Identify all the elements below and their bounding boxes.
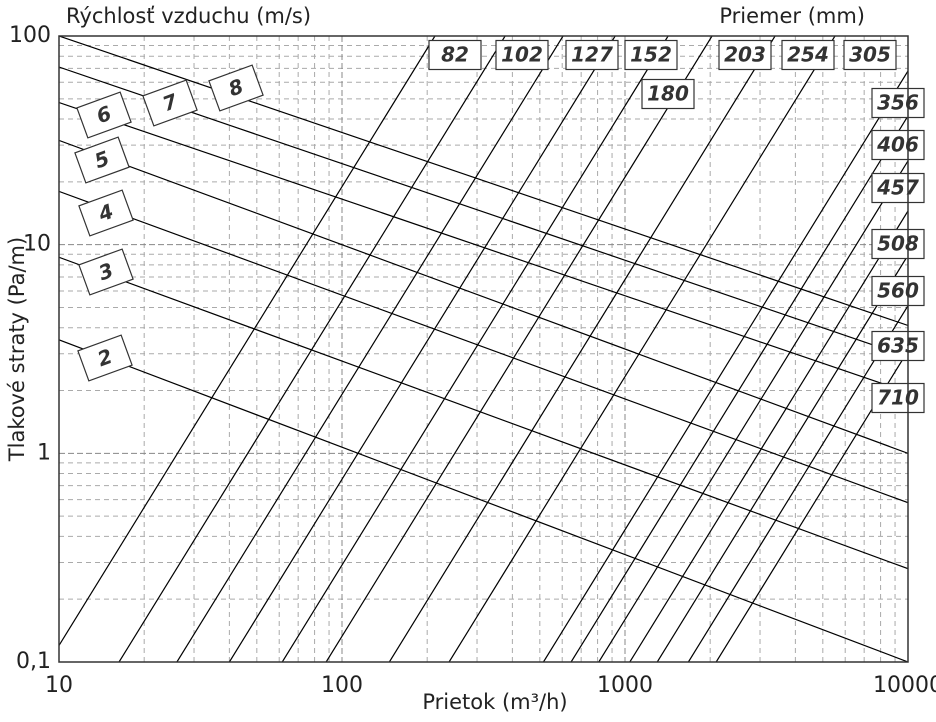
series-line [59,256,908,570]
series-label-box: 82 [428,39,482,71]
y-tick-label: 0,1 [16,649,51,674]
series-label: 102 [501,43,543,67]
series-label-box: 3 [78,248,134,296]
series-label-box: 508 [871,228,925,260]
series-label-box: 305 [843,39,897,71]
series-line [59,36,908,327]
series-line [59,101,908,393]
series-label-box: 710 [871,382,925,414]
x-tick-label: 10000 [873,673,936,698]
series-label: 356 [877,91,919,115]
chart-subtitle: Priemer (mm) [719,4,865,28]
series-label-box: 356 [871,87,925,119]
y-axis-title: Tlakové straty (Pa/m) [5,237,29,462]
series-line [687,305,908,662]
label-box [565,39,619,71]
series-label: 457 [876,176,919,200]
label-box [624,39,678,71]
label-box [871,275,925,307]
label-box [871,172,925,204]
series-label: 254 [787,43,829,67]
series-label-box: 560 [871,275,925,307]
series-label-box: 102 [495,39,549,71]
series-label-box: 6 [76,91,132,139]
series-label-box: 203 [718,39,772,71]
series-label-box: 406 [871,129,925,161]
series-label: 180 [647,82,689,106]
series-label-box: 2 [77,334,133,382]
series-line [59,36,436,646]
series-label-box: 127 [565,39,619,71]
series-label-box: 5 [74,136,130,184]
label-box [78,189,134,237]
series-line [325,36,713,662]
series-label: 635 [877,334,919,358]
series-label: 710 [877,386,919,410]
series-line [59,139,908,454]
series-label-box: 254 [781,39,835,71]
series-line [542,70,908,662]
y-tick-label: 10 [23,232,51,257]
label-box [78,248,134,296]
series-line [59,190,908,504]
series-line [656,254,908,662]
series-line [59,339,908,662]
series-label: 305 [849,43,891,67]
label-box [781,39,835,71]
series-line [228,36,616,662]
x-axis-title: Prietok (m³/h) [422,690,567,714]
series-label-box: 457 [871,172,925,204]
series-label: 203 [724,43,766,67]
label-box [871,129,925,161]
label-box [718,39,772,71]
series-label: 152 [630,43,672,67]
label-box [495,39,549,71]
series-line [281,36,669,662]
series-label-box: 180 [641,78,695,110]
series-line [629,210,908,662]
series-label-box: 4 [78,189,134,237]
chart-title: Rýchlosť vzduchu (m/s) [66,4,311,28]
label-box [208,64,264,112]
label-box [428,39,482,71]
series-line [59,66,908,358]
series-label-box: 152 [624,39,678,71]
series-line [570,115,908,662]
label-box [142,79,198,127]
label-box [76,91,132,139]
x-tick-label: 1000 [597,673,653,698]
label-box [641,78,695,110]
x-tick-label: 10 [45,673,73,698]
series-label-box: 7 [142,79,198,127]
label-box [871,87,925,119]
series-line [176,36,564,662]
series-label-box: 635 [871,330,925,362]
series-label: 508 [877,232,919,256]
y-tick-label: 100 [9,23,51,48]
plot-frame [58,35,909,663]
series-label: 127 [571,43,613,67]
series-label: 82 [441,43,469,67]
series-label: 560 [877,279,919,303]
y-tick-label: 1 [37,440,51,465]
label-box [871,382,925,414]
label-box [77,334,133,382]
label-box [74,136,130,184]
series-line [388,36,776,662]
series-line [448,36,836,662]
x-tick-label: 100 [321,673,363,698]
label-box [871,228,925,260]
series-label-box: 8 [208,64,264,112]
series-line [118,36,506,662]
series-label: 406 [876,133,919,157]
label-box [871,330,925,362]
label-box [843,39,897,71]
series-line [598,160,908,662]
